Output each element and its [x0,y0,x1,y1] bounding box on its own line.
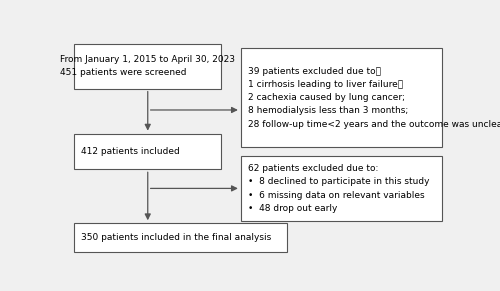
Text: 39 patients excluded due to：
1 cirrhosis leading to liver failure；
2 cachexia ca: 39 patients excluded due to： 1 cirrhosis… [248,67,500,129]
Text: 62 patients excluded due to:
•  8 declined to participate in this study
•  6 mis: 62 patients excluded due to: • 8 decline… [248,164,429,213]
Text: 412 patients included: 412 patients included [81,147,180,156]
FancyBboxPatch shape [241,156,442,221]
Text: From January 1, 2015 to April 30, 2023
451 patients were screened: From January 1, 2015 to April 30, 2023 4… [60,55,236,77]
FancyBboxPatch shape [241,48,442,147]
Text: 350 patients included in the final analysis: 350 patients included in the final analy… [81,233,272,242]
FancyBboxPatch shape [74,134,222,169]
FancyBboxPatch shape [74,44,222,89]
FancyBboxPatch shape [74,223,287,252]
